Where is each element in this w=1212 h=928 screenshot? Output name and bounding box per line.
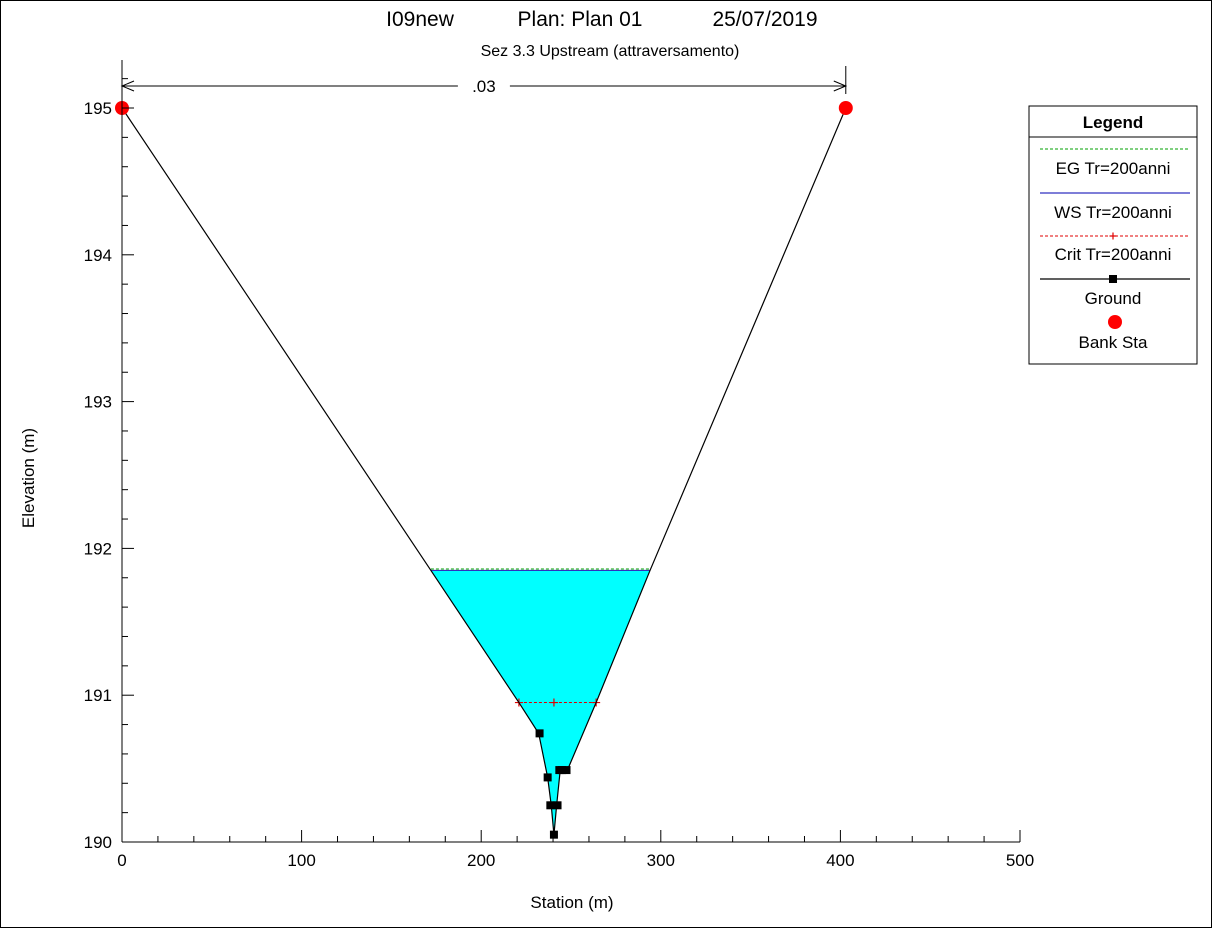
ground-marker: [549, 830, 558, 839]
legend: Legend EG Tr=200anni WS Tr=200anni Crit …: [1028, 105, 1198, 365]
title-plan: Plan: Plan 01: [518, 8, 643, 31]
ground-marker: [535, 729, 544, 738]
y-axis-ticks: 190 191 192 193 194 195: [84, 78, 134, 852]
legend-ground-label: Ground: [1085, 289, 1142, 308]
ground-markers: [535, 729, 571, 839]
bank-station-marker: [838, 101, 853, 115]
legend-title: Legend: [1083, 113, 1143, 132]
y-tick-label: 191: [84, 686, 112, 705]
legend-ws-label: WS Tr=200anni: [1054, 203, 1172, 222]
chart-subtitle: Sez 3.3 Upstream (attraversamento): [481, 43, 740, 60]
x-tick-label: 300: [647, 851, 675, 870]
x-tick-label: 400: [826, 851, 854, 870]
ground-marker: [543, 773, 552, 782]
legend-crit-marker: [1109, 232, 1117, 240]
manning-n-label: .03: [472, 77, 496, 96]
ground-marker: [558, 766, 567, 775]
y-tick-label: 190: [84, 833, 112, 852]
legend-bank-label: Bank Sta: [1079, 333, 1149, 352]
manning-indicator: .03: [120, 66, 848, 96]
ground-marker: [546, 801, 555, 810]
x-tick-label: 100: [287, 851, 315, 870]
x-axis-label: Station (m): [530, 893, 613, 912]
crit-marker: [549, 698, 558, 707]
x-tick-label: 500: [1006, 851, 1034, 870]
y-tick-label: 194: [84, 246, 112, 265]
y-axis-label: Elevation (m): [19, 428, 38, 528]
y-tick-label: 195: [84, 99, 112, 118]
legend-eg-label: EG Tr=200anni: [1056, 159, 1171, 178]
title-project: I09new: [386, 8, 455, 31]
title-date: 25/07/2019: [712, 8, 817, 31]
x-tick-label: 0: [117, 851, 126, 870]
bank-station-markers: [115, 101, 853, 115]
legend-bank-marker: [1108, 315, 1122, 329]
ground-marker: [553, 801, 562, 810]
legend-ground-marker: [1109, 275, 1117, 283]
ground-line: [121, 107, 847, 835]
legend-crit-label: Crit Tr=200anni: [1055, 245, 1172, 264]
x-tick-label: 200: [467, 851, 495, 870]
y-tick-label: 192: [84, 539, 112, 558]
ground-marker: [562, 766, 571, 775]
y-tick-label: 193: [84, 393, 112, 412]
x-axis-ticks: 0 100 200 300 400 500: [117, 830, 1034, 870]
